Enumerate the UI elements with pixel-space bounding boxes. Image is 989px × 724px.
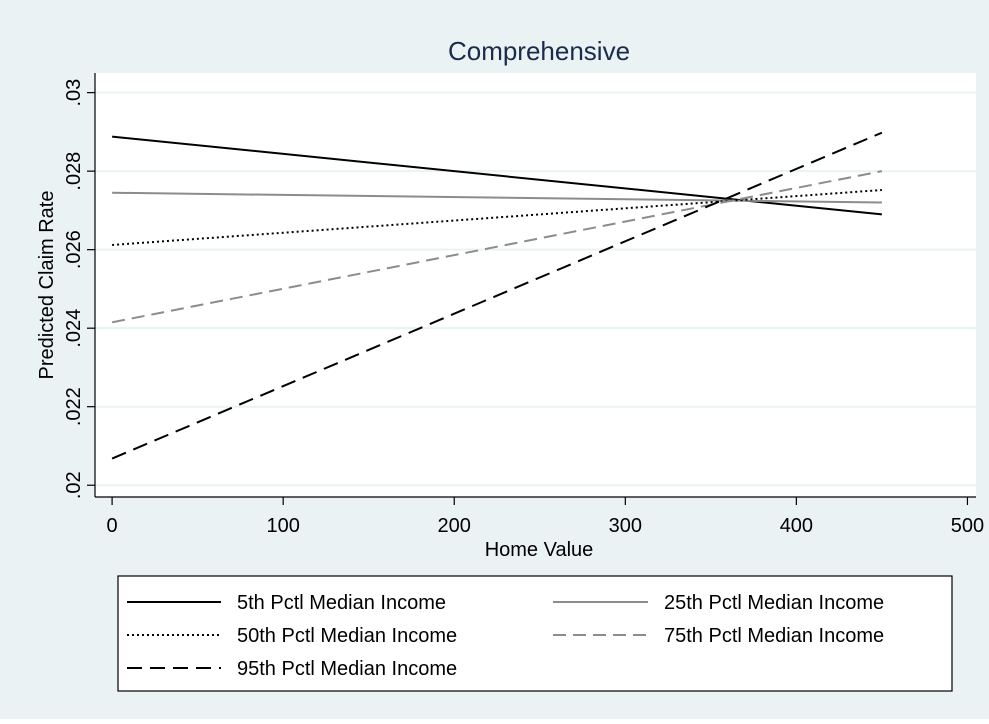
x-axis-label: Home Value <box>485 539 594 561</box>
x-tick-label: 0 <box>107 515 118 537</box>
legend-box <box>117 575 953 692</box>
y-axis-label: Predicted Claim Rate <box>36 191 58 380</box>
chart-title: Comprehensive <box>448 36 630 66</box>
plot-area <box>95 73 976 497</box>
x-tick-label: 300 <box>609 515 642 537</box>
series-line-4 <box>111 170 883 324</box>
x-tick-label: 200 <box>438 515 471 537</box>
y-tick-label: .03 <box>63 79 85 107</box>
x-tick-label: 400 <box>780 515 813 537</box>
axis-layer: .02 .022 .024 .026 .028 .03 0 100 200 300 400 500 <box>63 73 984 537</box>
legend-label-2: 25th Pctl Median Income <box>664 592 884 614</box>
series-line-5 <box>111 131 883 460</box>
legend-label-3: 50th Pctl Median Income <box>237 625 457 647</box>
series-layer <box>111 131 883 460</box>
legend: 5th Pctl Median Income 25th Pctl Median I… <box>117 575 953 692</box>
y-tick-label: .026 <box>63 230 85 269</box>
grid-layer <box>95 91 976 487</box>
x-tick-label: 500 <box>951 515 984 537</box>
y-tick-label: .024 <box>63 309 85 348</box>
x-tick-label: 100 <box>266 515 299 537</box>
legend-label-1: 5th Pctl Median Income <box>237 592 446 614</box>
y-tick-label: .02 <box>63 471 85 499</box>
y-tick-label: .022 <box>63 387 85 426</box>
series-line-2 <box>112 191 882 204</box>
legend-label-5: 95th Pctl Median Income <box>237 658 457 680</box>
legend-label-4: 75th Pctl Median Income <box>664 625 884 647</box>
series-line-3 <box>112 188 882 246</box>
y-tick-label: .028 <box>63 152 85 191</box>
